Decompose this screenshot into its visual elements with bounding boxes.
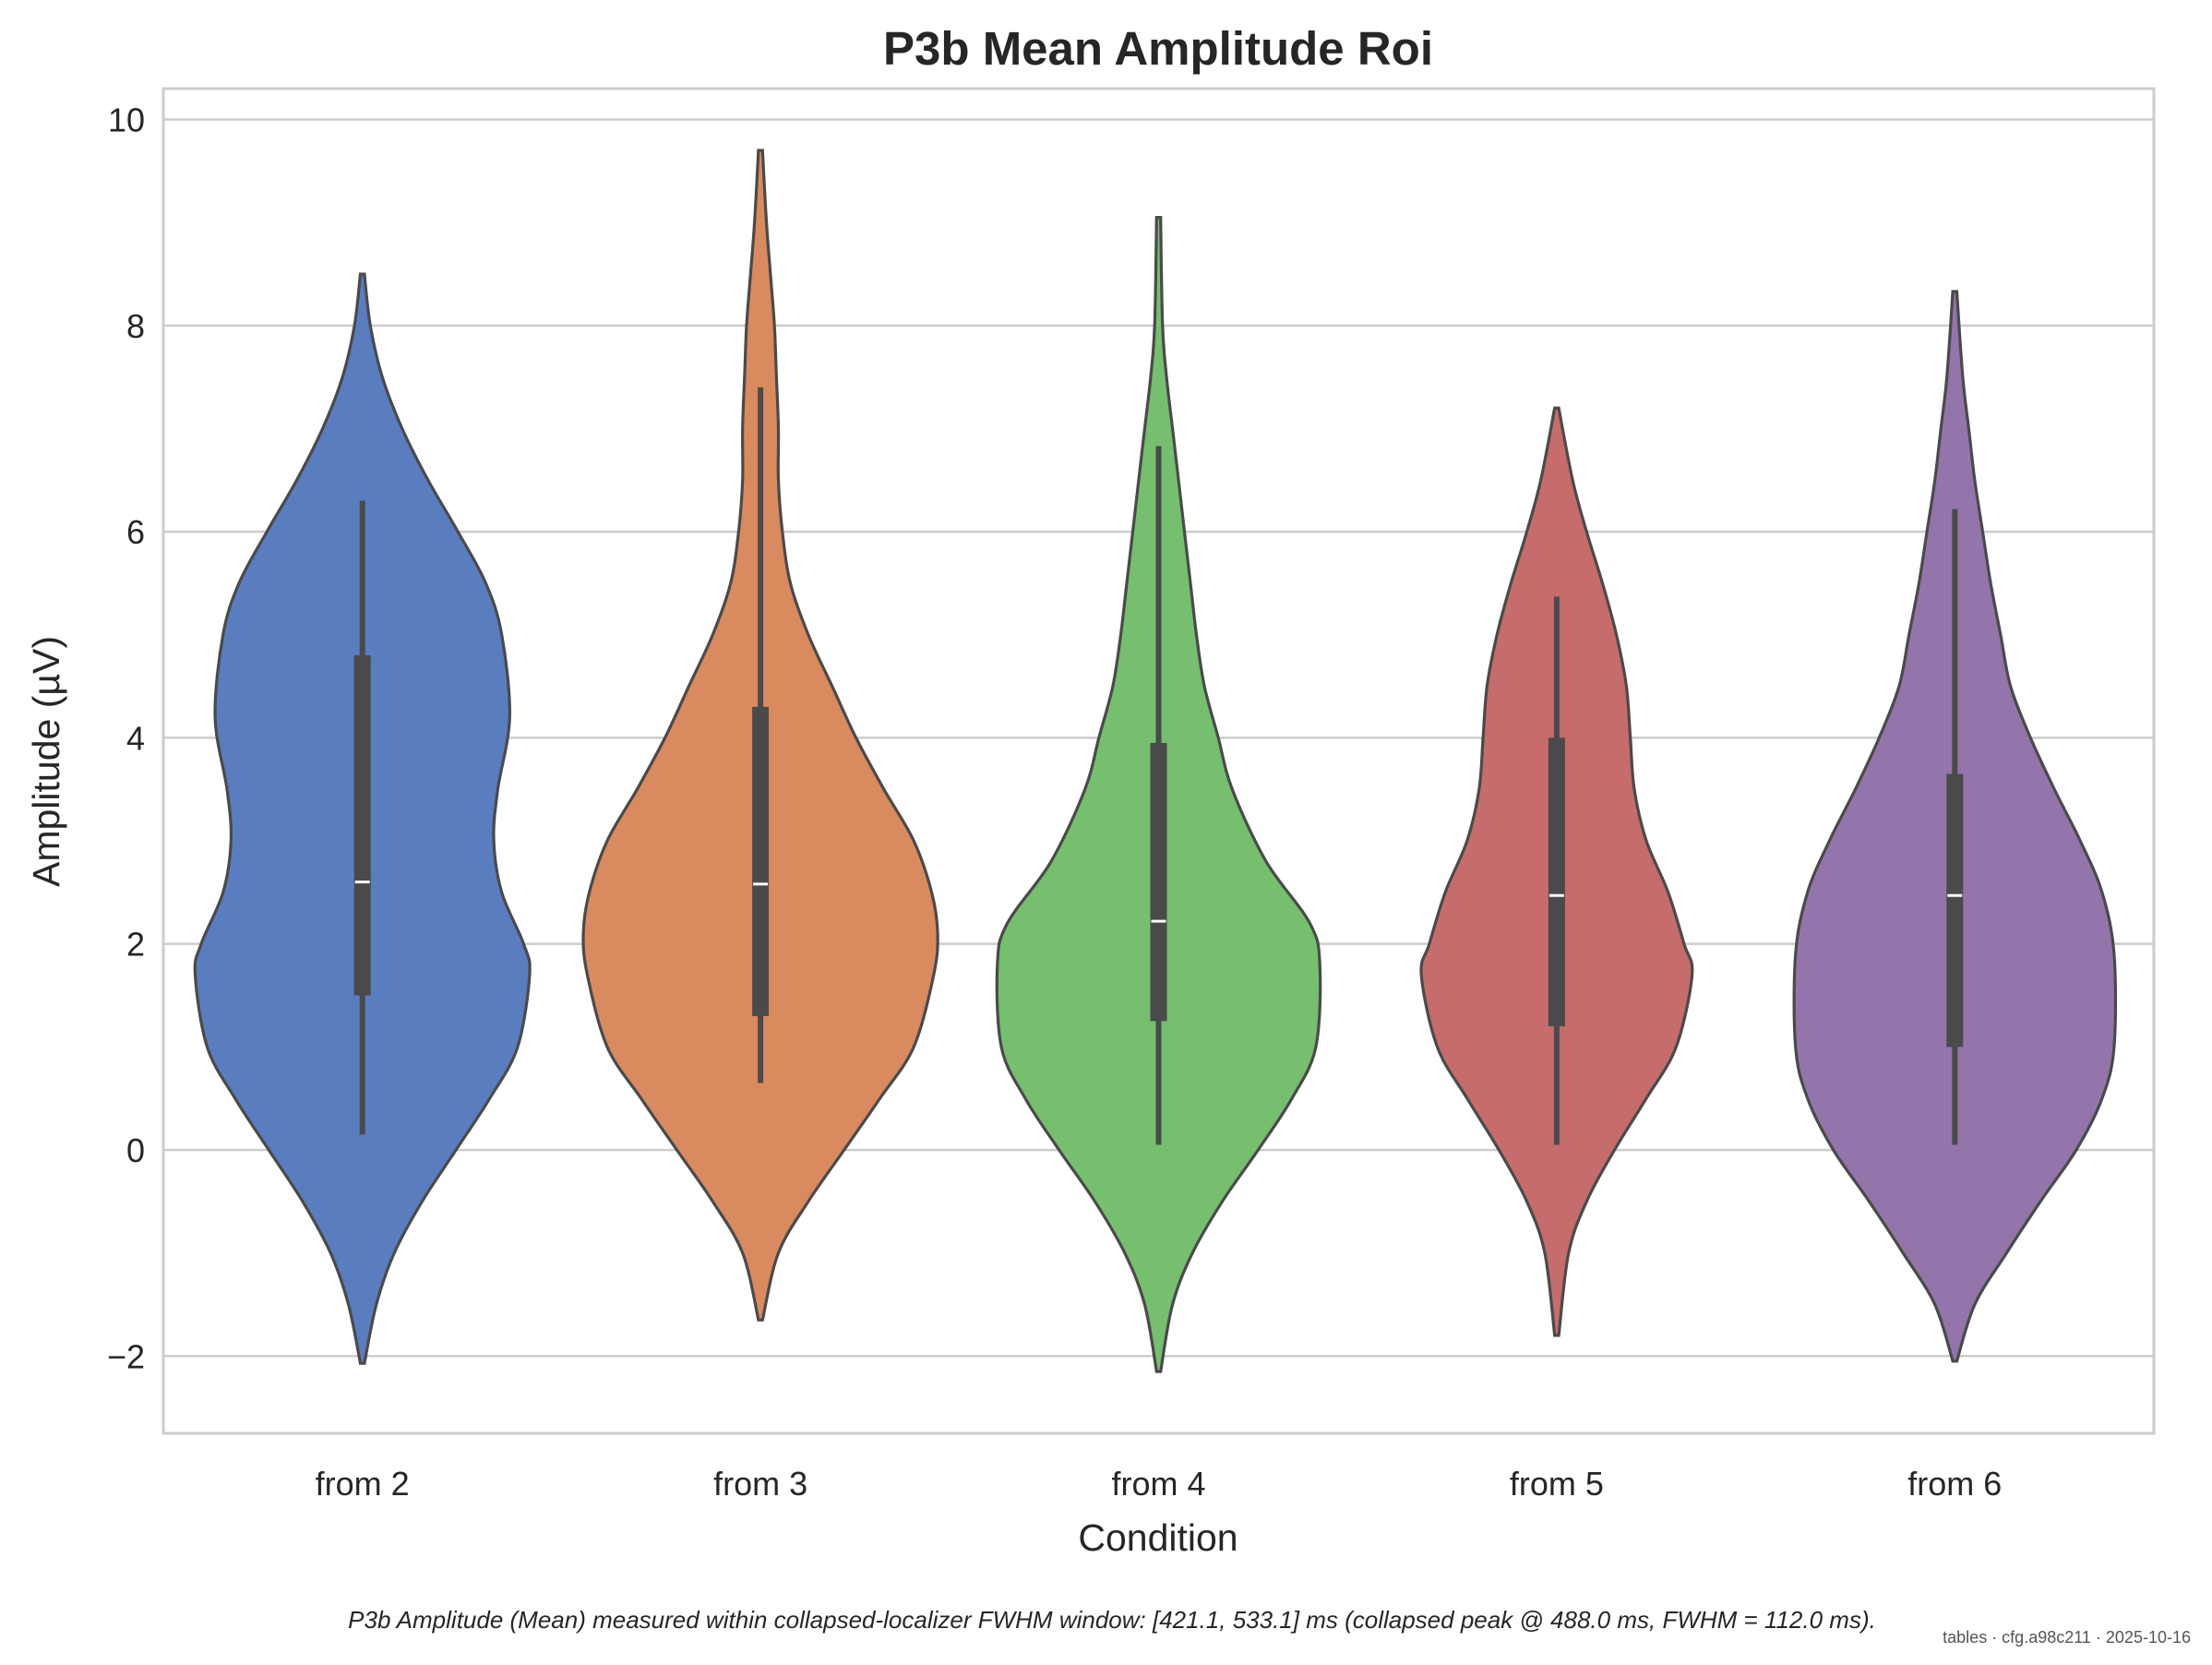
x-axis-label: Condition <box>1078 1516 1238 1559</box>
y-tick-label: 6 <box>126 513 145 551</box>
x-tick-label: from 3 <box>713 1465 807 1503</box>
x-tick-label: from 4 <box>1111 1465 1205 1503</box>
y-tick-label: 4 <box>126 719 145 757</box>
violin-from-5 <box>1419 406 1694 1337</box>
violin-from-6 <box>1792 290 2118 1363</box>
y-tick-label: 0 <box>126 1132 145 1169</box>
violin-from-2 <box>193 272 532 1365</box>
y-tick-label: 2 <box>126 926 145 964</box>
x-tick-label: from 6 <box>1907 1465 2002 1503</box>
violin-from-3 <box>581 149 939 1322</box>
watermark-text: tables · cfg.a98c211 · 2025-10-16 <box>1943 1628 2191 1647</box>
y-tick-label: −2 <box>107 1337 145 1375</box>
y-axis-label: Amplitude (µV) <box>25 636 67 887</box>
x-tick-labels: from 2 from 3 from 4 from 5 from 6 <box>316 1465 2003 1503</box>
figure-caption: P3b Amplitude (Mean) measured within col… <box>348 1606 1876 1634</box>
y-tick-label: 10 <box>108 101 145 138</box>
x-tick-label: from 2 <box>316 1465 410 1503</box>
plot-frame <box>161 87 2156 1435</box>
violin-from-4 <box>995 216 1322 1373</box>
y-tick-label: 8 <box>126 307 145 345</box>
chart-title: P3b Mean Amplitude Roi <box>883 22 1433 75</box>
x-tick-label: from 5 <box>1510 1465 1604 1503</box>
y-tick-labels: −2 0 2 4 6 8 10 <box>107 101 145 1375</box>
violins <box>193 149 2118 1373</box>
